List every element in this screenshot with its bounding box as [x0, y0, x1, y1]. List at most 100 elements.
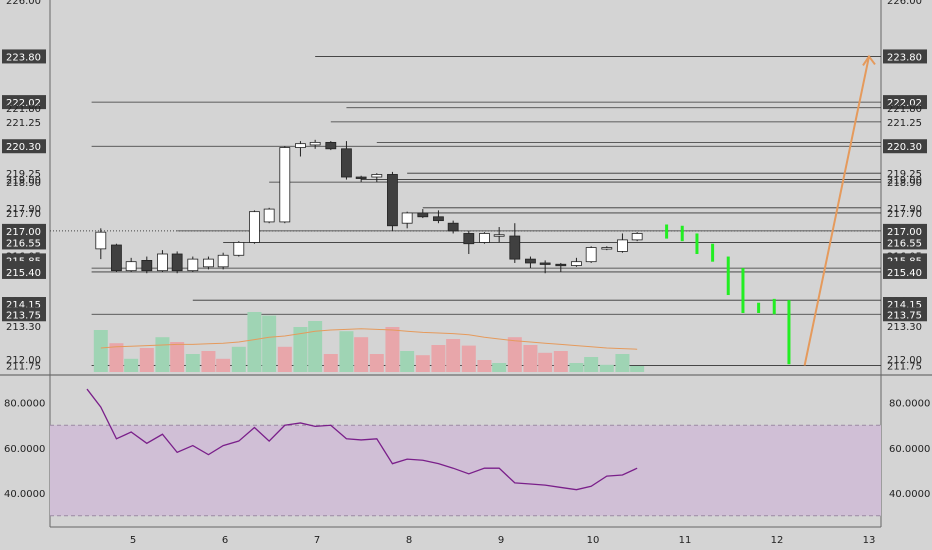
volume-bar	[231, 346, 246, 372]
candle-body[interactable]	[111, 244, 122, 272]
candle-body[interactable]	[463, 233, 475, 245]
candle-body[interactable]	[279, 147, 291, 223]
candle-body[interactable]	[355, 176, 367, 179]
candle-body[interactable]	[479, 233, 490, 243]
candle-body[interactable]	[493, 234, 505, 237]
price-tick-left: 219.00	[6, 176, 41, 187]
candle-body[interactable]	[171, 253, 183, 272]
candle-body[interactable]	[263, 208, 275, 223]
price-tick-right: 212.00	[887, 355, 922, 366]
price-label-box-right	[883, 49, 927, 64]
candle-body[interactable]	[371, 174, 383, 178]
oscillator-tick-left: 40.0000	[4, 489, 45, 500]
volume-bar	[431, 345, 446, 372]
volume-bar	[507, 337, 522, 372]
price-tick-left: 221.25	[6, 118, 41, 129]
volume-bar	[446, 339, 461, 372]
price-tick-left: 217.70	[6, 209, 41, 220]
volume-bar	[369, 354, 384, 372]
candle-body[interactable]	[295, 143, 306, 148]
candle-body[interactable]	[325, 141, 337, 150]
price-tick-right: 217.00	[887, 227, 922, 238]
volume-bar	[538, 352, 553, 372]
volume-bar	[308, 321, 323, 372]
candle-body[interactable]	[249, 211, 260, 243]
price-tick-right: 217.70	[887, 209, 922, 220]
candle-body[interactable]	[539, 262, 551, 265]
volume-bar	[216, 358, 231, 372]
candle-body[interactable]	[571, 261, 582, 266]
candle-body[interactable]	[525, 258, 536, 264]
price-tick-right: 213.75	[887, 310, 922, 321]
candle-body[interactable]	[141, 259, 153, 272]
candle-body[interactable]	[95, 231, 107, 250]
price-label-box-left	[2, 264, 46, 279]
price-tick-left: 221.80	[6, 104, 41, 115]
candle-body[interactable]	[309, 141, 321, 146]
volume-bar	[569, 363, 584, 372]
candle-body[interactable]	[509, 235, 521, 260]
volume-bar	[385, 327, 400, 372]
price-tick-left: 213.30	[6, 322, 41, 333]
candle-body[interactable]	[203, 258, 214, 268]
price-label-box-left	[2, 95, 46, 110]
price-label-box-right	[883, 307, 927, 322]
candle-body[interactable]	[447, 222, 459, 232]
projection-arrow[interactable]	[803, 56, 870, 366]
volume-bar	[615, 354, 630, 372]
volume-bar	[170, 342, 185, 372]
price-tick-left: 219.25	[6, 169, 41, 180]
price-tick-right: 215.40	[887, 268, 922, 279]
price-tick-left: 215.40	[6, 268, 41, 279]
price-label-box-left	[2, 307, 46, 322]
candle-body[interactable]	[617, 239, 628, 252]
candle-body[interactable]	[187, 258, 199, 272]
candle-body[interactable]	[555, 263, 567, 267]
price-label-box-right	[883, 264, 927, 279]
candle-body[interactable]	[417, 212, 429, 218]
volume-bar	[630, 366, 645, 372]
candle-body[interactable]	[631, 233, 643, 241]
candle-body[interactable]	[157, 253, 168, 272]
volume-bar	[354, 337, 369, 372]
volume-ma-line	[100, 328, 638, 350]
candle-body[interactable]	[125, 261, 137, 272]
x-tick: 5	[130, 535, 136, 546]
oscillator-band	[50, 425, 881, 516]
candle-body[interactable]	[217, 254, 229, 268]
candle-body[interactable]	[233, 242, 245, 256]
price-tick-right: 226.00	[887, 0, 922, 7]
candle-body[interactable]	[341, 148, 352, 178]
volume-bar	[277, 346, 292, 372]
candle-body[interactable]	[401, 212, 413, 224]
price-tick-left: 223.80	[6, 52, 41, 63]
price-tick-left: 216.55	[6, 238, 41, 249]
candle-body[interactable]	[601, 247, 613, 250]
x-tick: 7	[314, 535, 320, 546]
price-tick-left: 211.75	[6, 362, 41, 373]
price-label-box-right	[883, 139, 927, 154]
price-tick-right: 221.80	[887, 104, 922, 115]
volume-bar	[293, 327, 308, 372]
price-tick-left: 220.30	[6, 142, 41, 153]
price-tick-right: 218.90	[887, 178, 922, 189]
price-tick-right: 213.30	[887, 322, 922, 333]
price-tick-right: 211.75	[887, 362, 922, 373]
volume-bar	[262, 315, 277, 372]
oscillator-tick-left: 60.0000	[4, 444, 45, 455]
volume-bar	[461, 345, 476, 372]
oscillator-tick-left: 80.0000	[4, 399, 45, 410]
x-tick: 11	[679, 535, 692, 546]
volume-bar	[400, 351, 415, 372]
candle-body[interactable]	[433, 216, 444, 222]
oscillator-tick-right: 40.0000	[889, 489, 930, 500]
volume-bar	[155, 337, 170, 372]
candle-body[interactable]	[585, 247, 597, 263]
volume-bar	[492, 363, 507, 372]
volume-bar	[109, 343, 124, 372]
price-label-box-left	[2, 139, 46, 154]
candle-body[interactable]	[387, 174, 398, 227]
arrow-head-icon	[862, 54, 876, 66]
volume-bar	[323, 354, 338, 372]
